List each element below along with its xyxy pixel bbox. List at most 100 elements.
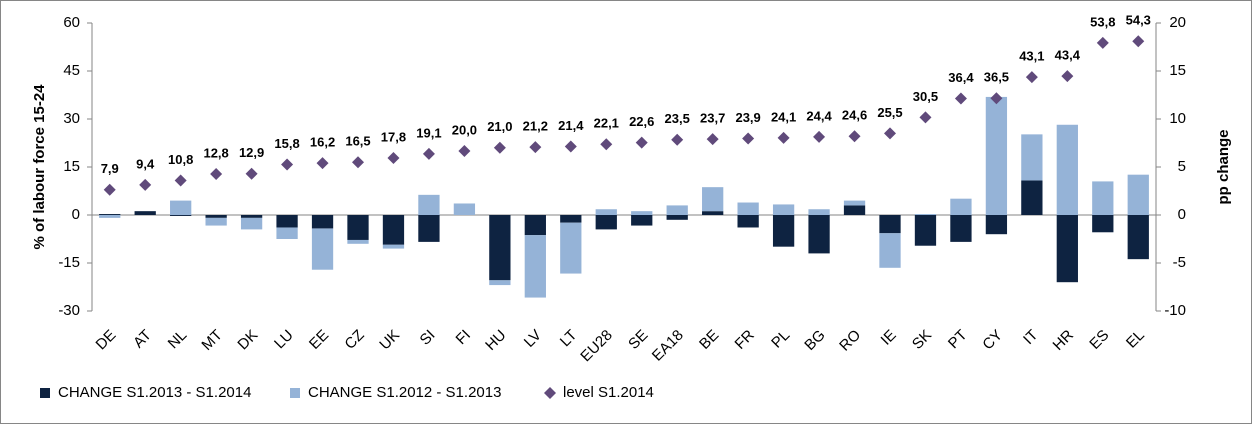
marker <box>210 168 223 181</box>
data-label: 21,4 <box>558 118 584 133</box>
data-label: 17,8 <box>381 129 406 144</box>
bar <box>560 222 582 274</box>
marker <box>742 132 755 145</box>
y2-tick-label: 15 <box>1169 62 1186 79</box>
legend-swatch <box>40 388 50 398</box>
marker <box>352 156 364 169</box>
y-tick-label: 0 <box>72 206 80 223</box>
data-label: 25,5 <box>877 105 902 120</box>
data-label: 30,5 <box>913 89 938 104</box>
data-label: 7,9 <box>101 161 119 176</box>
bar <box>99 214 121 215</box>
bar <box>950 198 972 215</box>
marker <box>529 141 542 154</box>
marker <box>564 140 577 153</box>
bar <box>347 215 369 240</box>
bar <box>489 280 511 286</box>
bar <box>843 205 866 215</box>
marker <box>635 136 648 149</box>
y2-tick-label: 20 <box>1169 14 1186 31</box>
marker <box>1132 35 1145 48</box>
marker <box>1025 71 1038 84</box>
data-label: 12,8 <box>203 145 228 160</box>
bar <box>950 215 972 242</box>
bar <box>1056 124 1078 215</box>
data-label: 54,3 <box>1126 13 1151 28</box>
bar <box>631 211 653 215</box>
data-label: 15,8 <box>274 136 299 151</box>
bar <box>595 209 617 215</box>
data-label: 16,5 <box>345 134 370 149</box>
marker <box>919 111 932 124</box>
bar <box>347 239 369 244</box>
y-tick-label: 60 <box>63 14 80 31</box>
data-label: 23,5 <box>665 111 690 126</box>
y2-tick-label: -5 <box>1173 254 1186 271</box>
marker <box>813 130 826 143</box>
legend-label: CHANGE S1.2013 - S1.2014 <box>58 384 251 401</box>
bar <box>1021 180 1043 215</box>
marker <box>139 178 152 191</box>
legend-label: CHANGE S1.2012 - S1.2013 <box>308 384 501 401</box>
marker <box>600 138 613 151</box>
bar <box>205 215 227 218</box>
bar <box>1021 134 1043 181</box>
bar <box>631 215 653 226</box>
data-label: 36,4 <box>948 70 974 85</box>
bar <box>240 217 263 230</box>
data-label: 22,6 <box>629 114 654 129</box>
data-label: 22,1 <box>594 116 619 131</box>
data-label: 36,5 <box>984 70 1009 85</box>
bar <box>985 215 1008 235</box>
bar <box>595 215 617 230</box>
y-tick-label: -30 <box>58 302 80 319</box>
marker <box>387 152 400 165</box>
legend-marker <box>544 387 556 399</box>
y-tick-label: 45 <box>63 62 80 79</box>
bar <box>560 215 582 223</box>
bar <box>772 215 795 247</box>
data-label: 12,9 <box>239 145 264 160</box>
bar <box>489 215 511 281</box>
bar <box>772 204 795 215</box>
data-label: 43,1 <box>1019 49 1044 64</box>
bar <box>737 215 759 228</box>
bar <box>1092 215 1114 233</box>
data-label: 9,4 <box>136 156 155 171</box>
data-label: 23,7 <box>700 111 725 126</box>
bar <box>418 215 440 242</box>
marker <box>458 145 471 157</box>
marker <box>990 92 1003 105</box>
marker <box>1096 36 1109 49</box>
data-label: 23,9 <box>735 110 760 125</box>
y-axis-title: % of labour force 15-24 <box>31 84 48 250</box>
data-label: 16,2 <box>310 135 335 150</box>
data-label: 20,0 <box>452 122 477 137</box>
data-label: 24,4 <box>806 108 832 123</box>
bar <box>418 194 440 215</box>
bar <box>382 244 405 249</box>
marker <box>422 147 435 160</box>
marker <box>884 127 896 140</box>
y2-tick-label: 5 <box>1178 158 1186 175</box>
bar <box>702 211 724 215</box>
marker <box>103 183 116 196</box>
bar <box>666 205 688 215</box>
bar <box>702 187 724 212</box>
marker <box>493 141 506 154</box>
legend-label: level S1.2014 <box>563 384 654 401</box>
marker <box>671 133 684 146</box>
bar <box>240 215 263 218</box>
marker <box>954 92 967 105</box>
bar <box>99 215 121 218</box>
data-label: 21,2 <box>523 119 548 134</box>
y-tick-label: -15 <box>58 254 80 271</box>
bar <box>134 211 156 215</box>
marker <box>777 131 790 144</box>
y2-axis-title: pp change <box>1215 129 1232 204</box>
bar <box>205 217 227 226</box>
bar <box>879 215 901 234</box>
bar <box>276 227 298 239</box>
data-label: 24,6 <box>842 108 867 123</box>
